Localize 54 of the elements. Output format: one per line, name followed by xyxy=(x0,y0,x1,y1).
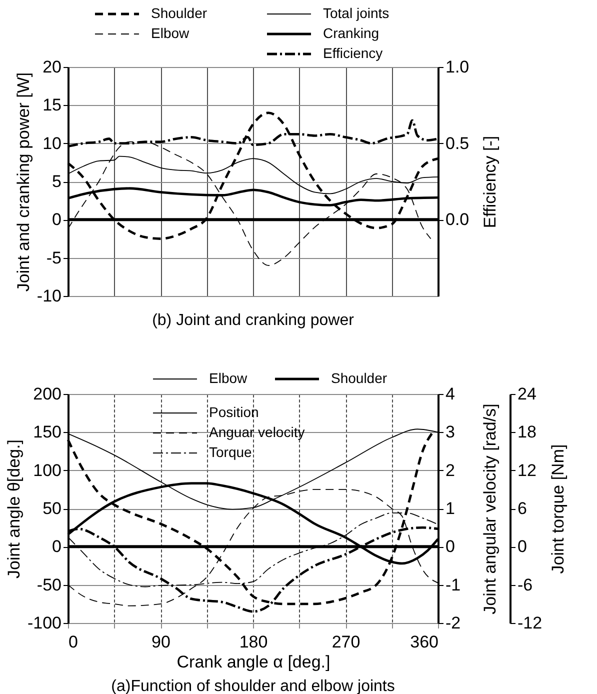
x-axis-title: Crank angle α [deg.] xyxy=(176,652,330,672)
y-tick-label: 15 xyxy=(42,96,62,115)
y-axis-title: Joint angle θ[deg.] xyxy=(4,440,24,578)
y3-tick-label: 6 xyxy=(518,499,527,518)
y3-tick-label: -6 xyxy=(518,575,533,594)
legend-label: Cranking xyxy=(323,25,380,41)
x-tick-label: 270 xyxy=(332,632,360,652)
y2-tick-label: 2 xyxy=(446,460,455,480)
legend-label: Shoulder xyxy=(151,5,208,21)
y2-tick-label: 0 xyxy=(446,537,455,556)
y-tick-label: 0 xyxy=(52,210,62,230)
text: (b) Joint and cranking power xyxy=(152,312,355,329)
x-tick-label: 90 xyxy=(152,632,170,652)
y3-tick-label: 18 xyxy=(518,422,536,442)
legend-label: Torque xyxy=(209,444,252,460)
y-tick-label: 200 xyxy=(33,384,62,404)
y2-tick-label: 0.5 xyxy=(446,134,470,153)
y-tick-label: -50 xyxy=(36,575,62,594)
x-tick-label: 0 xyxy=(68,632,78,652)
y-tick-label: -5 xyxy=(46,248,62,268)
y-tick-label: 20 xyxy=(42,58,62,76)
y-tick-label: -10 xyxy=(36,286,62,306)
y2-tick-label: 1 xyxy=(446,499,455,518)
y2-tick-label: 1.0 xyxy=(446,58,470,76)
y2-tick-label: -1 xyxy=(446,575,461,594)
y-tick-label: 0 xyxy=(52,537,62,556)
y2-axis-title: Efficiency [-] xyxy=(480,136,500,228)
legend-label: Shoulder xyxy=(331,370,388,386)
text: (a)Function of shoulder and elbow joints xyxy=(111,678,395,694)
y3-tick-label: -12 xyxy=(518,614,542,632)
y2-axis-title: Joint angular velocity [rad/s] xyxy=(480,404,500,614)
x-tick-label: 360 xyxy=(410,632,438,652)
y-tick-label: -100 xyxy=(27,614,62,632)
legend-label: Elbow xyxy=(209,370,248,386)
y3-axis-title: Joint torque [Nm] xyxy=(548,444,568,574)
legend-label: Elbow xyxy=(151,25,190,41)
y-tick-label: 10 xyxy=(42,134,62,153)
y-tick-label: 150 xyxy=(33,422,62,442)
legend-label: Efficiency xyxy=(323,45,383,61)
y3-tick-label: 24 xyxy=(518,384,536,404)
y-tick-label: 5 xyxy=(52,172,62,191)
y-tick-label: 100 xyxy=(33,460,62,480)
y2-tick-label: 0.0 xyxy=(446,210,470,230)
legend-label: Total joints xyxy=(323,5,390,21)
annotation: Position xyxy=(209,404,259,420)
y3-tick-label: 0 xyxy=(518,537,527,556)
legend-label: Anguar velocity xyxy=(209,424,305,440)
y2-tick-label: 4 xyxy=(446,384,455,404)
y3-tick-label: 12 xyxy=(518,460,536,480)
x-tick-label: 180 xyxy=(239,632,268,652)
y-tick-label: 50 xyxy=(42,499,62,518)
y2-tick-label: 3 xyxy=(446,422,455,442)
y-axis-title: Joint and cranking power [W] xyxy=(14,72,33,292)
y2-tick-label: -2 xyxy=(446,614,461,632)
